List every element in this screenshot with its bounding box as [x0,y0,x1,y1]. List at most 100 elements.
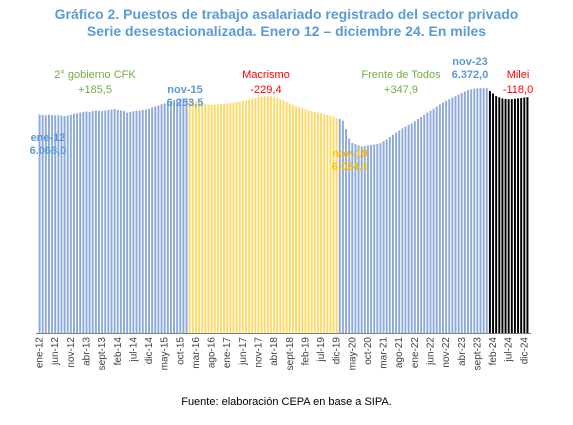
bar [323,113,326,333]
bar [107,110,110,333]
bar [232,102,235,333]
bar [388,136,391,333]
value-annotations: ene-126.068,0 nov-156.253,5 nov-196.024,1 n… [30,56,489,173]
x-tick-labels: ene-12 jun-12 nov-12 abr-13 sept-13 feb-14 jul… [35,337,531,371]
x-tick-label: abr-23 [457,337,468,366]
bar [85,111,88,333]
bar [141,110,144,333]
bar [38,114,41,333]
bar [66,115,69,333]
bar [354,143,357,333]
bar [304,109,307,333]
bar [460,92,463,333]
annotation-month: nov-19 [332,148,367,160]
bar [260,96,263,333]
x-tick-label: ago-16 [207,337,218,369]
bar [338,118,341,333]
bar [307,110,310,333]
bar [501,98,504,334]
bar [463,91,466,334]
bar [485,88,488,333]
bar [226,103,229,334]
bar [144,109,147,333]
bar [332,116,335,333]
bar [448,99,451,334]
bar [429,110,432,333]
period-name-label: Frente de Todos [361,69,441,81]
bar [248,99,251,334]
x-tick-label: abr-13 [81,337,92,366]
bar [169,101,172,334]
bar [457,94,460,333]
x-tick-label: jul-24 [504,337,515,363]
bar [467,90,469,333]
bar [113,109,116,333]
bar [51,115,54,333]
bar [173,99,176,334]
bar [73,113,75,333]
bar [276,97,279,333]
x-tick-label: feb-19 [300,337,311,366]
x-tick-label: abr-18 [269,337,280,366]
x-tick-label: sept-23 [472,337,483,371]
bar [313,111,316,333]
bar [435,106,438,333]
bar [219,104,222,333]
x-tick-label: nov-22 [441,337,452,368]
bar [238,101,241,333]
bar [126,112,129,333]
bar [357,145,360,333]
x-tick-label: may-15 [160,337,171,371]
bar [285,101,288,334]
bar [213,104,216,333]
bar [451,97,454,334]
bar [148,108,150,333]
bar [151,107,154,334]
bar [194,101,197,333]
bar [104,110,107,333]
bar [98,110,100,334]
bar [257,97,260,333]
bar [382,141,385,333]
bar [351,143,354,333]
annotation-month: nov-23 [452,56,487,68]
bar [204,103,207,333]
x-tick-label: dic-14 [144,337,155,365]
source-note: Fuente: elaboración CEPA en base a SIPA. [181,396,392,408]
bar [507,99,510,334]
bar [273,97,276,333]
x-tick-label: sept-13 [97,337,108,371]
bar [479,88,482,333]
bar [163,103,166,334]
period-change-label: +347,9 [384,84,418,96]
bar [54,115,57,333]
bar [207,104,210,333]
bar [41,114,44,333]
x-tick-label: feb-24 [488,337,499,366]
bar [94,110,97,333]
bar [188,99,191,333]
bar [320,113,322,334]
x-tick-label: ene-17 [222,337,233,369]
bar [366,145,369,333]
x-tick-label: may-20 [347,337,358,371]
x-tick-label: ene-22 [410,337,421,369]
bar [291,104,294,333]
bar [201,103,204,333]
chart-subtitle: Serie desestacionalizada. Enero 12 – dic… [86,23,487,39]
bar [335,118,338,333]
bar [229,103,232,333]
annotation-month: ene-12 [31,132,66,144]
bar [263,96,266,333]
x-tick-label: feb-14 [113,337,124,366]
bar [510,99,513,333]
bar [401,128,404,333]
bar [373,144,376,333]
bar [101,111,104,333]
bar [47,114,50,334]
bar [473,88,476,333]
bar [398,130,401,333]
bar [129,111,132,333]
x-tick-label: sept-18 [285,337,296,371]
